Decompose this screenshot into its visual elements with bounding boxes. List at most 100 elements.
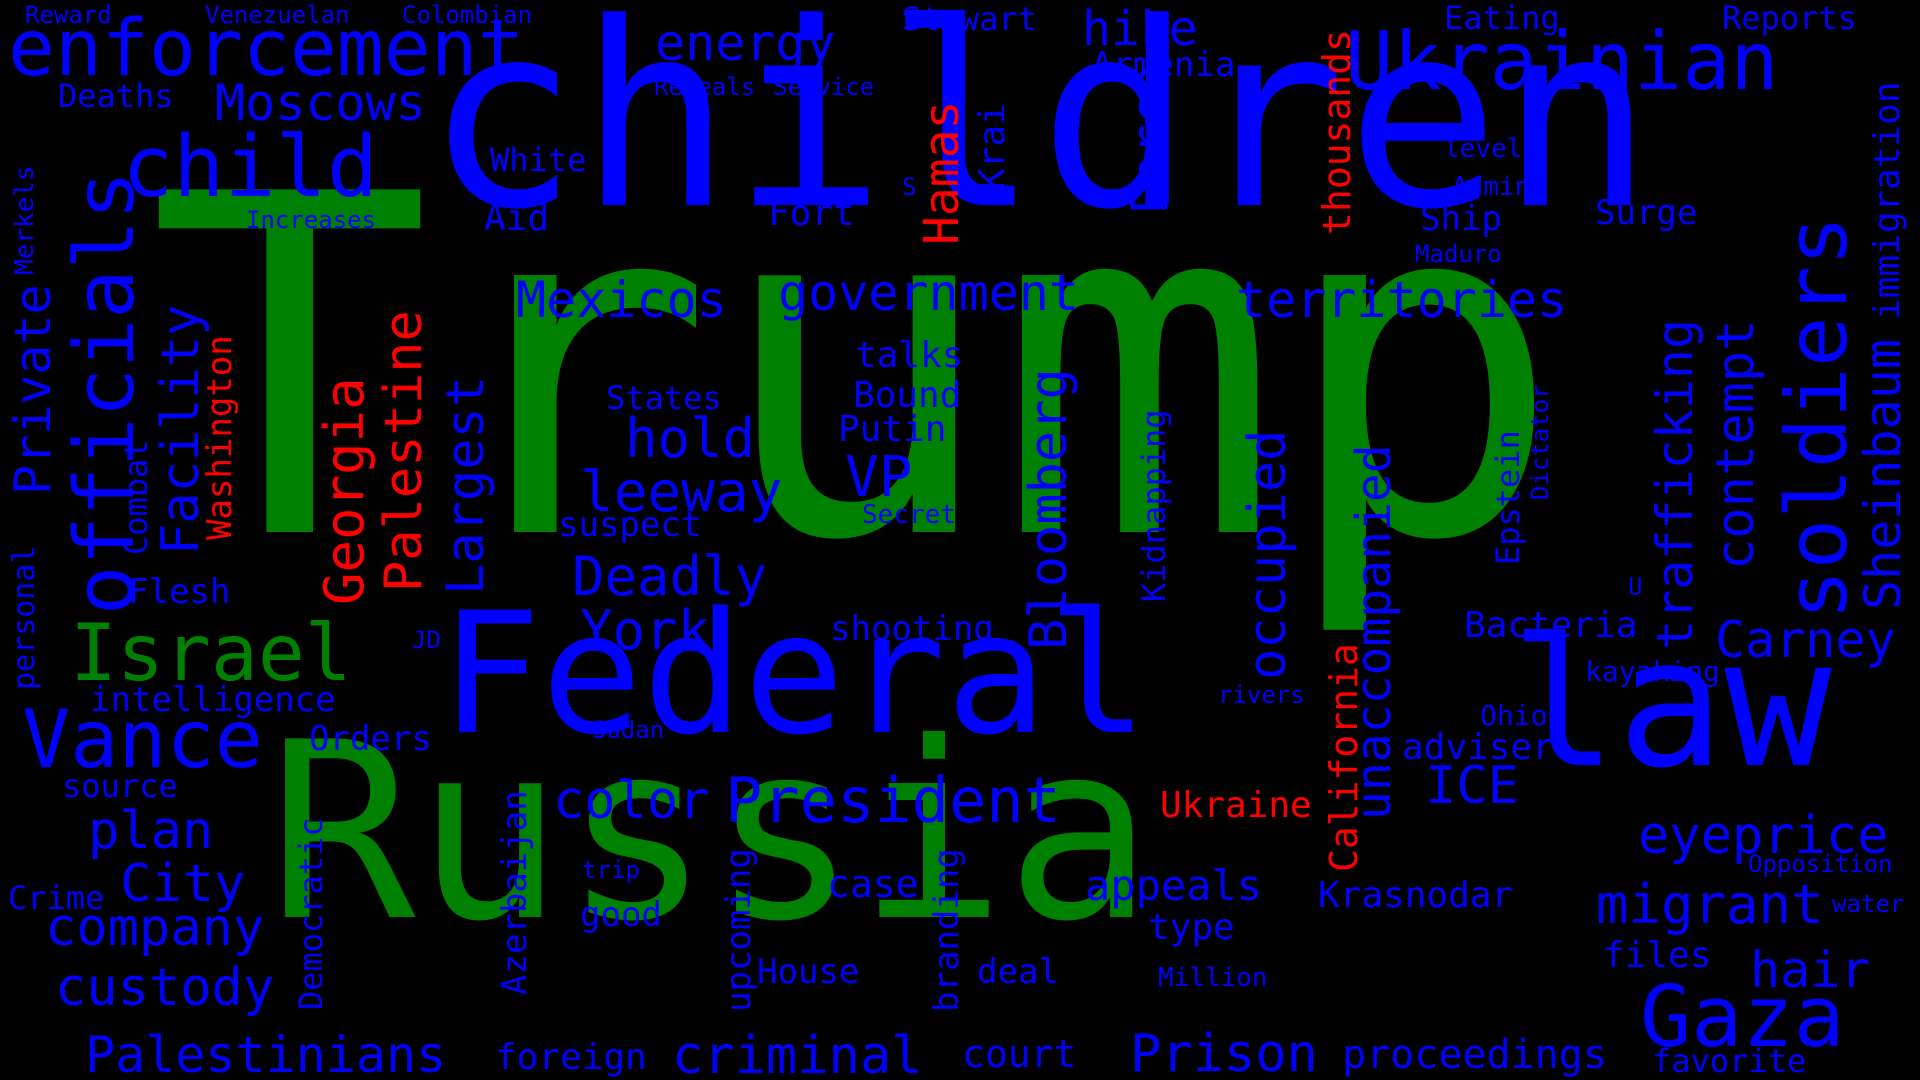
word-occupied: occupied xyxy=(1238,429,1298,680)
word-trump: Trump xyxy=(148,96,1563,643)
word-federal: Federal xyxy=(440,576,1149,772)
word-bacteria: Bacteria xyxy=(1464,605,1638,646)
word-sudan: Sudan xyxy=(592,716,665,744)
word-krai: Krai xyxy=(972,103,1013,190)
word-deaths: Deaths xyxy=(58,77,174,115)
word-good: good xyxy=(580,895,662,935)
word-krasnodar: Krasnodar xyxy=(1318,875,1514,916)
word-hamas: Hamas xyxy=(914,100,970,246)
word-deadly: Deadly xyxy=(572,545,768,608)
word-hair: hair xyxy=(1750,941,1871,999)
word-case: case xyxy=(827,862,919,906)
word-hike: hike xyxy=(1082,1,1198,57)
word-increases: Increases xyxy=(246,206,377,234)
word-prison: Prison xyxy=(1130,1024,1318,1080)
word-opposition: Opposition xyxy=(1748,850,1893,878)
word-bound: Bound xyxy=(853,375,962,416)
word-largest: Largest xyxy=(436,375,496,595)
word-admin: Admin xyxy=(1452,172,1531,202)
word-immigration: immigration xyxy=(1867,81,1908,320)
word-mexicos: Mexicos xyxy=(516,271,727,329)
word-ship: Ship xyxy=(1420,199,1502,239)
word-hold: hold xyxy=(625,407,756,470)
word-eating: Eating xyxy=(1444,0,1560,37)
word-court: court xyxy=(962,1032,1077,1076)
word-child: child xyxy=(122,118,378,217)
word-territories: territories xyxy=(1236,271,1568,329)
word-ukraine: Ukraine xyxy=(1160,785,1312,826)
word-trip: trip xyxy=(582,856,640,884)
word-branding: branding xyxy=(927,848,967,1012)
word-moscows: Moscows xyxy=(215,74,426,132)
word-foreign: foreign xyxy=(495,1037,647,1078)
word-suspect: suspect xyxy=(558,505,702,545)
word-level: level xyxy=(1444,134,1523,164)
word-kayaking: kayaking xyxy=(1585,655,1720,688)
word-states: States xyxy=(606,379,722,417)
word-ukrainian: Ukrainian xyxy=(1345,15,1779,108)
word-crime: Crime xyxy=(8,879,105,917)
word-gaza: Gaza xyxy=(1640,968,1845,1067)
word-source: source xyxy=(62,767,178,805)
word-sheinbaum: Sheinbaum xyxy=(1854,339,1912,610)
word-children: children xyxy=(425,0,1654,266)
word-fort: Fort xyxy=(768,193,855,234)
word-washington: Washington xyxy=(200,335,240,540)
word-palestinians: Palestinians xyxy=(85,1026,447,1080)
word-putin: Putin xyxy=(838,409,947,450)
word-armenia: Armenia xyxy=(1092,45,1236,85)
word-force: Force xyxy=(1121,64,1179,215)
word-surge: Surge xyxy=(1595,193,1698,233)
word-reward: Reward xyxy=(25,1,112,29)
word-type: type xyxy=(1148,907,1235,948)
word-proceedings: proceedings xyxy=(1342,1032,1607,1078)
word-soldiers: soldiers xyxy=(1768,215,1866,620)
word-migrant: migrant xyxy=(1596,873,1824,936)
word-files: files xyxy=(1603,935,1712,976)
word-bloomberg: Bloomberg xyxy=(1019,368,1079,650)
word-eyeprice: eyeprice xyxy=(1638,806,1889,866)
word-secret: Secret xyxy=(862,500,956,530)
word-ice: ICE xyxy=(1425,756,1519,816)
word-talks: talks xyxy=(855,335,964,376)
word-thousands: thousands xyxy=(1315,29,1359,235)
word-ohio: Ohio xyxy=(1480,699,1548,732)
word-reports: Reports xyxy=(1722,0,1857,37)
word-company: company xyxy=(45,898,265,958)
word-reveals: Reveals xyxy=(654,73,756,101)
word-york: York xyxy=(580,599,711,662)
word-combat: Combat xyxy=(117,439,155,555)
word-shooting: shooting xyxy=(830,609,994,649)
word-water: water xyxy=(1832,890,1905,918)
word-kidnapping: Kidnapping xyxy=(1135,409,1173,602)
word-carney: Carney xyxy=(1715,611,1896,669)
word-house: House xyxy=(757,952,860,992)
word-law: law xyxy=(1510,600,1832,807)
word-million: Million xyxy=(1158,963,1268,993)
word-city: City xyxy=(120,854,246,914)
word-intelligence: intelligence xyxy=(90,680,336,720)
word-palestine: Palestine xyxy=(374,310,434,592)
word-plan: plan xyxy=(88,801,214,861)
word-rivers: rivers xyxy=(1218,681,1305,709)
word-criminal: criminal xyxy=(672,1026,923,1080)
word-government: government xyxy=(778,264,1080,322)
word-energy: energy xyxy=(655,14,836,72)
word-u: U xyxy=(1628,573,1643,601)
word-vp: VP xyxy=(845,445,913,510)
word-color: color xyxy=(553,771,710,831)
word-contempt: contempt xyxy=(1706,319,1766,570)
word-white: White xyxy=(490,141,587,179)
word-adviser: adviser xyxy=(1402,727,1554,768)
word-epstein: Epstein xyxy=(1489,430,1527,565)
word-service: Service xyxy=(773,73,875,101)
word-azerbaijan: Azerbaijan xyxy=(495,790,535,995)
word-enforcement: enforcement xyxy=(8,4,525,94)
word-stewart: Stewart xyxy=(902,0,1037,38)
word-jd: JD xyxy=(412,626,441,654)
word-democratic: Democratic xyxy=(292,817,330,1010)
word-personal: personal xyxy=(7,545,42,691)
word-s: S xyxy=(902,173,917,201)
word-vance: Vance xyxy=(22,693,263,786)
word-president: President xyxy=(725,764,1061,837)
